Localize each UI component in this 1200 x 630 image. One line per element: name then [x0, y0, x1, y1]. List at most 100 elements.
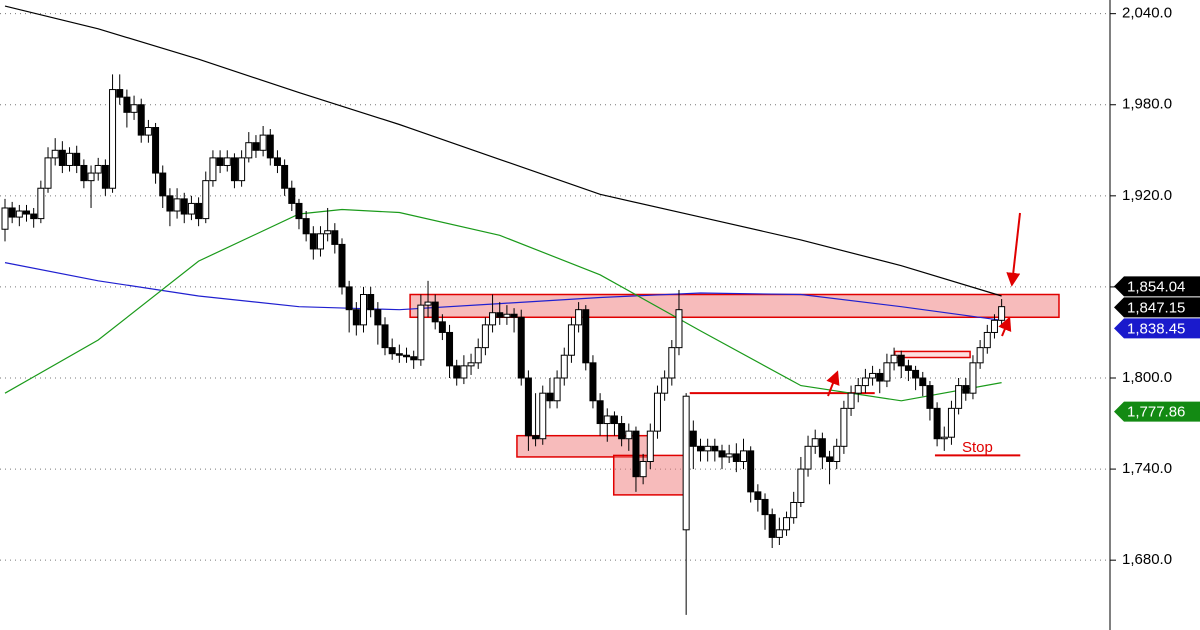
zone — [894, 350, 971, 359]
candle-body — [166, 195, 174, 212]
candle-body — [596, 400, 604, 425]
candle-body — [288, 187, 296, 204]
candle-body — [919, 377, 927, 387]
candle-body — [704, 445, 712, 452]
arrow — [826, 370, 840, 397]
y-tick-label: 1,920.0 — [1122, 187, 1172, 204]
candle-body — [51, 149, 59, 159]
candle-body — [904, 365, 912, 371]
price-tag-label: 1,777.86 — [1127, 404, 1185, 421]
candle-body — [8, 207, 16, 218]
candle-body — [912, 369, 920, 379]
candle-body — [632, 430, 640, 478]
candle-body — [173, 198, 181, 212]
candle-body — [388, 347, 396, 355]
candle-body — [603, 415, 611, 425]
candle-body — [252, 142, 260, 151]
candle-body — [610, 415, 618, 425]
candle-body — [567, 324, 575, 356]
candle-body — [144, 127, 152, 136]
candle-body — [338, 243, 346, 288]
y-tick-label: 2,040.0 — [1122, 5, 1172, 22]
candle-body — [539, 392, 547, 440]
candle-body — [510, 313, 518, 318]
candle-body — [417, 304, 425, 361]
candle-body — [116, 89, 124, 98]
candle-body — [453, 365, 461, 379]
candle-body — [718, 450, 726, 458]
candle-body — [438, 321, 446, 333]
y-tick-label: 1,980.0 — [1122, 96, 1172, 113]
candle-body — [754, 491, 762, 500]
zone — [409, 293, 1060, 319]
candle-body — [532, 435, 540, 440]
candle-body — [861, 377, 869, 387]
candle-body — [747, 450, 755, 493]
candle-body — [130, 104, 138, 113]
zones — [409, 293, 1060, 496]
candle-body — [790, 501, 798, 519]
candle-body — [80, 164, 88, 182]
price-tag-label: 1,847.15 — [1127, 299, 1185, 316]
candle-body — [109, 89, 117, 189]
candle-body — [653, 392, 661, 432]
candle-body — [990, 319, 998, 333]
ma-line — [4, 5, 1002, 297]
y-tick-label: 1,800.0 — [1122, 369, 1172, 386]
candle-body — [639, 460, 647, 478]
candle-body — [123, 96, 131, 113]
candle-body — [732, 453, 740, 462]
candle-body — [524, 377, 532, 437]
candle-body — [159, 172, 167, 197]
candle-body — [854, 385, 862, 394]
candle-body — [689, 430, 697, 447]
candle-body — [962, 385, 970, 394]
candle-body — [223, 157, 231, 166]
candle-body — [202, 180, 210, 220]
price-tag — [1114, 318, 1200, 339]
candle-body — [481, 324, 489, 349]
candle-body — [37, 187, 45, 220]
stop-label: Stop — [962, 439, 993, 456]
y-tick-label: 1,740.0 — [1122, 460, 1172, 477]
candle-body — [58, 149, 66, 166]
candle-body — [195, 202, 203, 220]
candle-body — [324, 230, 332, 235]
candle-body — [818, 438, 826, 458]
price-tag — [1114, 276, 1200, 297]
candle-body — [467, 362, 475, 367]
candle-body — [768, 514, 776, 538]
candle-body — [431, 301, 439, 323]
candle-body — [761, 498, 769, 516]
annotations: Stop — [826, 212, 1021, 456]
candle-body — [137, 104, 145, 136]
candle-body — [797, 468, 805, 503]
candle-body — [725, 453, 733, 458]
candle-body — [187, 202, 195, 215]
candle-body — [446, 331, 454, 367]
y-axis-labels: 1,680.01,740.01,800.01,860.01,920.01,980… — [1110, 5, 1172, 568]
candle-body — [947, 407, 955, 438]
candle-body — [496, 312, 504, 318]
candle-body — [44, 157, 52, 189]
candle-body — [474, 347, 482, 364]
candle-body — [281, 164, 289, 189]
candle-body — [840, 407, 848, 447]
candle-body — [775, 529, 783, 538]
candle-body — [273, 157, 281, 166]
arrow — [1006, 212, 1021, 287]
candle-body — [360, 294, 367, 326]
candle-body — [546, 392, 554, 402]
candle-body — [460, 365, 468, 379]
candle-body — [1, 207, 9, 230]
candle-body — [696, 445, 704, 452]
price-tag — [1114, 297, 1200, 318]
candle-body — [230, 157, 238, 182]
candle-body — [238, 157, 246, 182]
candle-body — [209, 157, 217, 182]
candle-body — [783, 517, 791, 531]
candle-body — [259, 134, 267, 151]
candle-body — [517, 316, 525, 379]
candle-body — [876, 372, 884, 382]
candle-body — [675, 309, 683, 349]
